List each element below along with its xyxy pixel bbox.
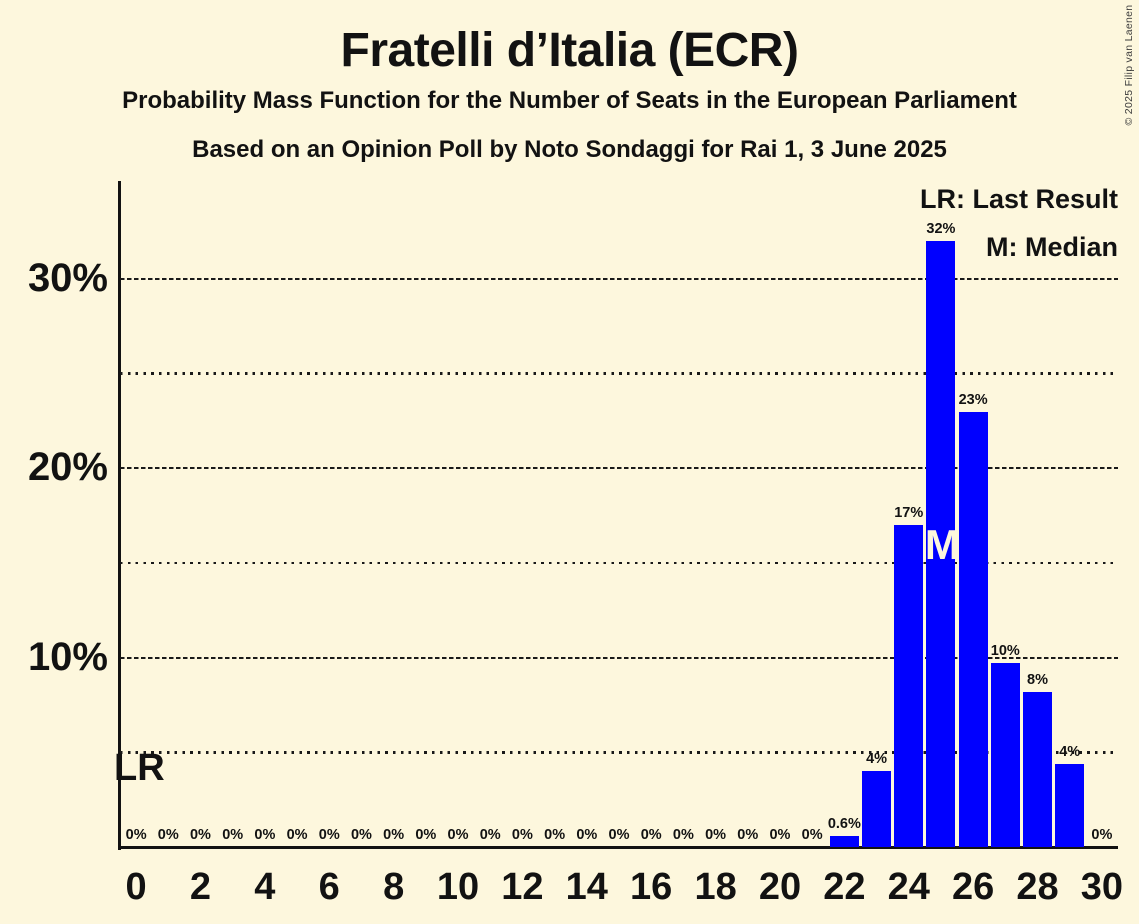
chart-subtitle-line2: Based on an Opinion Poll by Noto Sondagg… [192,136,947,163]
bar-seat-27 [990,663,1020,847]
legend-median: M: Median [986,232,1118,262]
bar-value-label-seat-9: 0% [415,827,437,843]
gridline-major-10pct [120,656,1118,659]
bar-value-label-seat-3: 0% [222,827,244,843]
x-tick-label-16: 16 [630,866,673,908]
bar-value-label-seat-11: 0% [479,827,501,843]
bar-seat-28 [1023,691,1052,847]
bar-value-label-seat-6: 0% [318,827,340,843]
bar-seat-29 [1055,763,1085,847]
bar-seat-22 [829,835,859,847]
bar-value-label-seat-10: 0% [447,827,469,843]
bar-value-label-seat-19: 0% [737,827,759,843]
bar-value-label-seat-23: 4% [866,751,888,768]
x-tick-label-30: 30 [1080,866,1124,908]
legend-last-result: LR: Last Result [919,184,1118,214]
x-tick-label-8: 8 [383,866,405,908]
bar-value-label-seat-27: 10% [990,643,1020,660]
bar-value-label-seat-21: 0% [801,827,823,843]
bar-seat-24 [894,525,924,847]
y-tick-label-30: 30% [27,256,108,300]
bar-value-label-seat-25: 32% [926,221,956,238]
x-tick-label-18: 18 [694,866,737,908]
chart-subtitle-line1: Probability Mass Function for the Number… [122,87,1017,114]
y-tick-label-10: 10% [27,634,108,679]
gridline-major-20pct [120,467,1118,470]
x-tick-label-26: 26 [951,866,995,908]
bar-value-label-seat-15: 0% [608,827,630,843]
x-tick-label-4: 4 [254,866,276,908]
bar-value-label-seat-30: 0% [1091,827,1113,843]
gridline-major-30pct [120,277,1118,281]
chart-title: Fratelli d’Italia (ECR) [340,24,799,77]
bar-value-label-seat-5: 0% [286,827,308,843]
copyright-notice: © 2025 Filip van Laenen [1123,4,1135,126]
x-tick-label-14: 14 [565,866,608,908]
bar-seat-25 [926,241,956,847]
bar-value-label-seat-16: 0% [640,827,662,843]
x-tick-label-28: 28 [1016,866,1059,908]
bar-value-label-seat-7: 0% [350,827,372,843]
bar-value-label-seat-0: 0% [125,827,147,843]
bar-seat-26 [958,411,988,847]
bar-value-label-seat-26: 23% [958,391,988,408]
median-marker: M [924,521,960,568]
bar-value-label-seat-28: 8% [1027,671,1048,688]
x-axis-line [118,846,1118,850]
x-tick-label-24: 24 [887,866,930,908]
x-tick-label-2: 2 [189,866,212,908]
bar-value-label-seat-12: 0% [511,827,533,843]
bar-value-label-seat-4: 0% [254,827,276,843]
plot-area: 0% 0% 0% 0% 0% 0% 0% 0% 0% 0% 0% 0% 0% 0% 0% 0% 0% 0% 0% 0%… [120,181,1118,847]
bar-value-label-seat-8: 0% [383,827,405,843]
bar-value-label-seat-18: 0% [705,827,727,843]
gridline-minor-15pct [120,561,1118,565]
bar-value-label-seat-13: 0% [544,827,566,843]
y-tick-label-20: 20% [27,445,108,490]
bar-value-label-seat-14: 0% [576,827,598,843]
bar-value-label-seat-1: 0% [157,827,179,843]
gridlines-layer [120,181,1118,847]
bar-value-label-seat-22: 0.6% [827,815,861,832]
bar-value-label-seat-24: 17% [894,505,924,522]
x-tick-label-10: 10 [436,866,480,908]
bar-value-label-seat-17: 0% [672,827,694,843]
gridline-minor-5pct [120,751,1118,754]
bar-value-label-seat-20: 0% [769,827,791,843]
x-tick-label-12: 12 [501,866,544,908]
x-tick-label-20: 20 [758,866,802,908]
last-result-marker: LR [114,747,165,789]
y-axis-line [118,181,121,850]
x-tick-label-22: 22 [823,866,866,908]
bar-seat-23 [862,771,892,847]
x-tick-label-0: 0 [125,866,147,908]
gridline-minor-25pct [120,372,1118,375]
bar-value-label-seat-2: 0% [189,827,211,843]
bar-value-label-seat-29: 4% [1059,743,1081,760]
x-tick-label-6: 6 [318,866,340,908]
